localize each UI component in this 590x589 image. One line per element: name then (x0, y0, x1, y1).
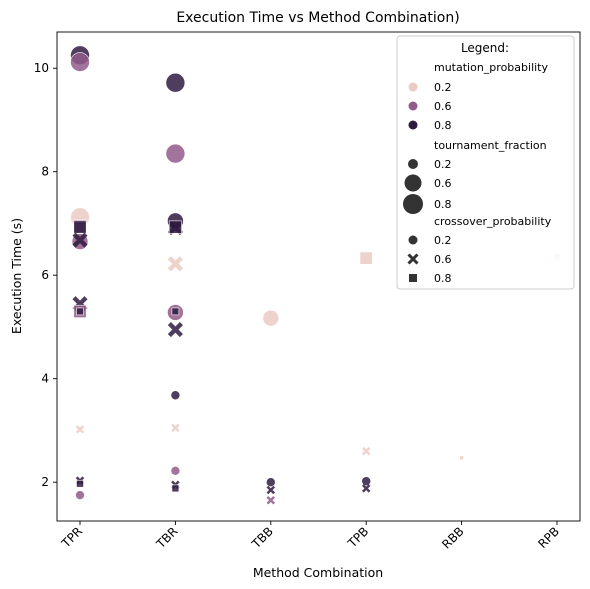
data-point (361, 476, 372, 486)
legend-size-swatch-0-6 (404, 174, 422, 192)
data-point (75, 425, 85, 434)
legend-style-label-0-2: 0.2 (434, 234, 452, 247)
x-tick-label: RPB (535, 524, 562, 551)
data-point (171, 423, 180, 433)
data-point (266, 496, 276, 505)
x-tick-label: TPR (58, 524, 85, 551)
legend-style-label-0-6: 0.6 (434, 253, 452, 266)
data-point (72, 232, 88, 248)
data-point (170, 466, 181, 476)
legend-style-heading: crossover_probability (434, 215, 552, 228)
legend-size-label-0-6: 0.6 (434, 177, 452, 190)
legend-style-swatch-circle (408, 235, 418, 245)
plot-frame (56, 31, 581, 522)
x-axis: TPR TBR TBB TPB RBB RPB (58, 521, 562, 552)
x-tick-label: RBB (439, 524, 466, 551)
data-point (165, 72, 186, 93)
data-point (168, 220, 182, 234)
legend: Legend: mutation_probability 0.2 0.6 0.8… (396, 35, 575, 290)
y-tick-label: 4 (41, 372, 49, 386)
data-points (70, 45, 561, 505)
data-point (171, 307, 180, 316)
chart-title: Execution Time vs Method Combination) (176, 10, 459, 26)
legend-hue-label-0-6: 0.6 (434, 100, 452, 113)
data-point (171, 484, 180, 493)
legend-frame (396, 35, 575, 290)
legend-hue-swatch-0-2 (408, 82, 418, 92)
y-tick-label: 2 (41, 475, 49, 489)
legend-size-swatch-0-8 (403, 194, 423, 214)
data-point (361, 484, 371, 493)
x-tick-label: TPB (345, 524, 372, 551)
legend-size-swatch-0-2 (408, 159, 418, 169)
data-point (170, 390, 181, 401)
y-axis-label: Execution Time (s) (9, 218, 24, 334)
legend-style-swatch-square (409, 274, 417, 282)
legend-hue-label-0-8: 0.8 (434, 119, 452, 132)
data-point (76, 307, 84, 316)
data-point (167, 256, 183, 272)
data-point (359, 251, 373, 265)
legend-hue-swatch-0-8 (408, 120, 418, 130)
data-point (262, 309, 280, 327)
y-tick-label: 6 (41, 268, 49, 282)
legend-style-swatch-x (407, 253, 419, 265)
data-point (167, 321, 183, 338)
legend-size-label-0-2: 0.2 (434, 158, 452, 171)
x-tick-label: TBB (248, 524, 275, 551)
data-point (70, 52, 90, 72)
data-point (73, 220, 87, 234)
legend-size-label-0-8: 0.8 (434, 198, 452, 211)
y-tick-label: 8 (41, 165, 49, 179)
data-point (165, 143, 186, 164)
legend-hue-heading: mutation_probability (434, 61, 548, 74)
legend-hue-swatch-0-6 (408, 101, 418, 111)
data-point (266, 485, 276, 495)
x-axis-label: Method Combination (253, 565, 383, 580)
data-point (361, 446, 371, 456)
legend-size-heading: tournament_fraction (434, 139, 547, 152)
data-point (76, 479, 84, 488)
data-point (459, 455, 464, 461)
data-point (265, 477, 276, 487)
x-tick-label: TBR (153, 524, 181, 552)
y-tick-label: 10 (34, 61, 49, 75)
legend-style-label-0-8: 0.8 (434, 272, 452, 285)
legend-hue-label-0-2: 0.2 (434, 81, 452, 94)
y-axis: 2 4 6 8 10 (34, 61, 57, 489)
data-point (75, 490, 85, 500)
legend-title: Legend: (461, 41, 509, 55)
